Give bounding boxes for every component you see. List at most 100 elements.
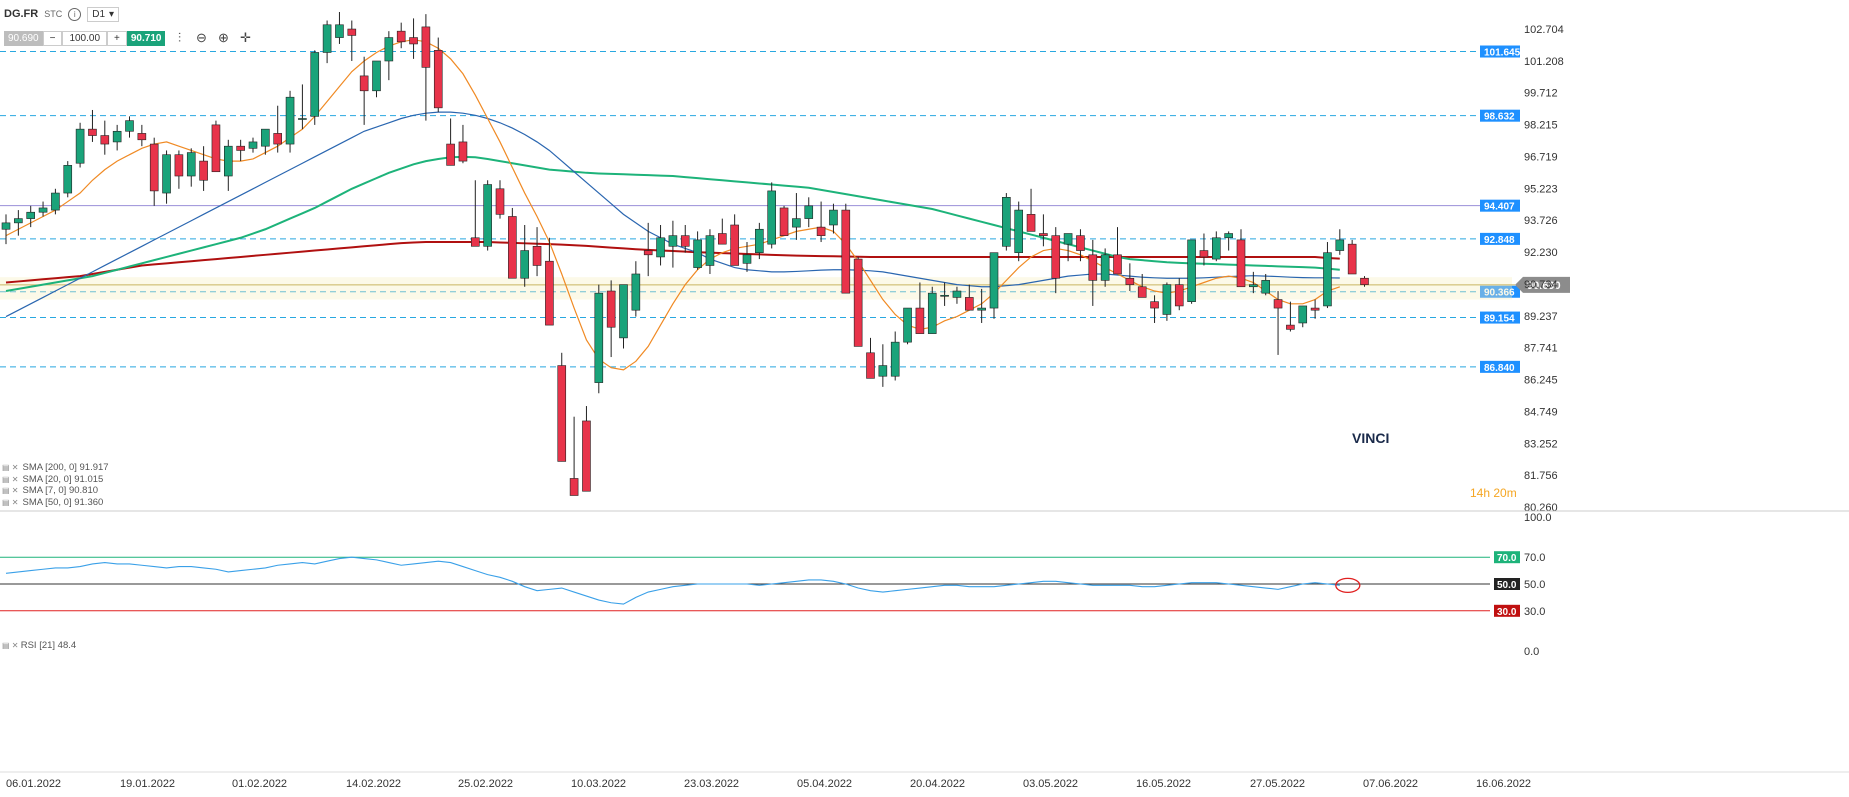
candle-body	[1100, 254, 1110, 281]
y-tick-label: 83.252	[1524, 438, 1558, 450]
candle-body	[582, 420, 591, 492]
watermark: VINCI	[1352, 430, 1390, 446]
volume-plus[interactable]: +	[107, 30, 127, 46]
symbol-label[interactable]: DG.FR	[4, 8, 39, 20]
candle-body	[557, 365, 567, 462]
zoom-out-icon[interactable]: ⊖	[196, 30, 207, 45]
legend-item[interactable]: ▤ ✕ SMA [7, 0] 90.810	[2, 485, 99, 496]
candle-body	[1273, 299, 1283, 309]
candle-body	[656, 237, 665, 258]
legend-menu-icon[interactable]: ▤ ✕	[2, 497, 19, 507]
level-tag-label: 92.848	[1484, 235, 1515, 246]
candle-body	[989, 252, 999, 309]
x-tick-label: 07.06.2022	[1363, 778, 1418, 790]
candle-body	[112, 130, 122, 143]
candle-body	[643, 250, 653, 256]
candle-body	[285, 96, 295, 145]
candle-body	[569, 478, 579, 496]
level-tag-label: 98.632	[1484, 112, 1515, 123]
level-tag	[1480, 199, 1520, 212]
candle-body	[545, 260, 554, 326]
candle-body	[940, 294, 949, 297]
candle-body	[75, 128, 85, 164]
candle-type-icon[interactable]: ⫶	[177, 30, 182, 45]
candle-body	[1026, 214, 1036, 232]
candle-body	[310, 52, 320, 117]
candle-body	[211, 124, 221, 173]
y-tick-label: 92.230	[1524, 247, 1558, 259]
toolbar: DG.FR STC i D1 ▾ 90.690 − 100.00 + 90.710…	[4, 4, 253, 52]
legend-menu-icon[interactable]: ▤ ✕	[2, 641, 21, 650]
candle-body	[680, 235, 690, 247]
axis-layer: 102.704 101.208 99.712 98.215 96.719 95.223 93…	[0, 24, 1849, 514]
candle-body	[384, 37, 394, 62]
legend-item[interactable]: ▤ ✕ SMA [200, 0] 91.917	[2, 462, 109, 473]
rsi-tick-label: 30.0	[1524, 606, 1545, 618]
candle-body	[335, 24, 344, 38]
y-tick-label: 102.704	[1524, 24, 1564, 36]
x-tick-label: 23.03.2022	[684, 778, 739, 790]
last-price-tag	[1515, 276, 1570, 293]
candle-body	[396, 30, 406, 43]
candle-body	[162, 154, 171, 194]
candle-body	[792, 218, 801, 228]
crosshair-icon[interactable]: ✛	[240, 30, 251, 45]
x-tick-label: 05.04.2022	[797, 778, 852, 790]
candle-body	[829, 209, 838, 226]
rsi-legend[interactable]: ▤ ✕ RSI [21] 48.4	[2, 640, 77, 651]
source-label: STC	[44, 9, 63, 19]
info-icon[interactable]: i	[68, 7, 82, 21]
level-tag-label: 101.645	[1484, 48, 1521, 59]
x-tick-label: 10.03.2022	[571, 778, 626, 790]
candle-body	[1137, 286, 1147, 298]
sma-line-sma-7	[5, 39, 1340, 371]
level-tag	[1480, 311, 1520, 324]
candle-body	[63, 165, 73, 194]
candle-body	[964, 297, 974, 311]
legend-item[interactable]: ▤ ✕ SMA [20, 0] 91.015	[2, 473, 104, 485]
legend-menu-icon[interactable]: ▤ ✕	[2, 474, 19, 484]
candle-body	[594, 292, 604, 383]
level-tag-label: 89.154	[1484, 314, 1515, 325]
candle-body	[1187, 239, 1196, 302]
x-tick-label: 25.02.2022	[458, 778, 513, 790]
candle-body	[1162, 284, 1172, 315]
candle-body	[1113, 254, 1122, 275]
legend-menu-icon[interactable]: ▤ ✕	[2, 463, 19, 472]
level-tag	[1480, 45, 1520, 58]
candle-body	[717, 233, 727, 245]
candle-body	[1063, 233, 1073, 245]
volume-minus[interactable]: −	[42, 30, 63, 46]
candle-body	[261, 128, 270, 147]
y-tick-label: 93.726	[1524, 215, 1558, 227]
rsi-level-tag	[1494, 578, 1520, 590]
candle-body	[1298, 305, 1308, 324]
x-tick-label: 16.06.2022	[1476, 778, 1531, 790]
bid-price[interactable]: 90.690	[4, 30, 43, 46]
zoom-in-icon[interactable]: ⊕	[218, 30, 229, 45]
candle-body	[1286, 324, 1295, 330]
legend-menu-icon[interactable]: ▤ ✕	[2, 486, 19, 495]
x-tick-label: 14.02.2022	[346, 778, 401, 790]
candle-body	[816, 226, 826, 236]
candle-body	[841, 209, 851, 294]
candle-layer	[1, 12, 1369, 496]
timeframe-select[interactable]: D1 ▾	[87, 6, 120, 22]
candle-body	[409, 37, 418, 45]
order-box: 90.690 − 100.00 + 90.710	[4, 30, 166, 46]
candle-countdown: 14h 20m	[1470, 486, 1517, 500]
legend-item[interactable]: ▤ ✕ SMA [50, 0] 91.360	[2, 496, 104, 508]
candle-body	[174, 154, 184, 177]
candle-body	[1310, 307, 1320, 311]
ask-price[interactable]: 90.710	[126, 30, 166, 46]
candle-body	[804, 205, 814, 219]
rsi-tick-label: 0.0	[1524, 646, 1539, 658]
rsi-highlight-ellipse	[1335, 577, 1361, 593]
y-tick-label: 86.245	[1524, 375, 1558, 387]
candle-body	[1014, 209, 1024, 253]
candle-body	[903, 307, 912, 343]
candle-body	[767, 190, 777, 245]
volume-input[interactable]: 100.00	[62, 30, 108, 46]
